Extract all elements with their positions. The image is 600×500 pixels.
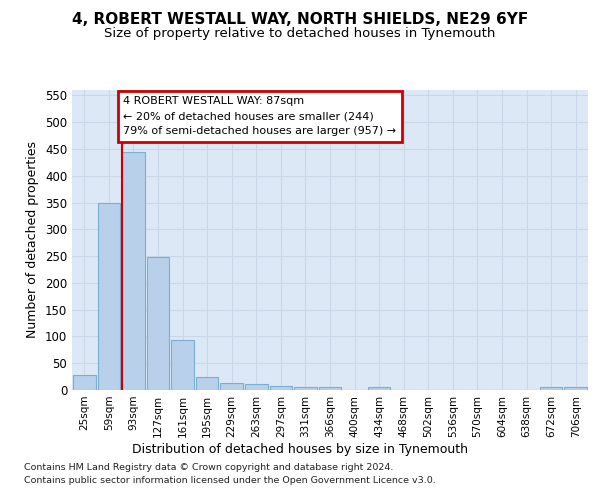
Bar [540,388,562,390]
Bar [245,384,268,390]
Text: Contains HM Land Registry data © Crown copyright and database right 2024.: Contains HM Land Registry data © Crown c… [24,464,394,472]
Bar [220,382,243,390]
Bar [73,375,95,390]
Bar [319,388,341,390]
Bar [294,387,317,390]
Text: 4, ROBERT WESTALL WAY, NORTH SHIELDS, NE29 6YF: 4, ROBERT WESTALL WAY, NORTH SHIELDS, NE… [72,12,528,28]
Text: Contains public sector information licensed under the Open Government Licence v3: Contains public sector information licen… [24,476,436,485]
Text: Size of property relative to detached houses in Tynemouth: Size of property relative to detached ho… [104,28,496,40]
Bar [368,388,391,390]
Bar [269,386,292,390]
Bar [98,202,120,390]
Y-axis label: Number of detached properties: Number of detached properties [26,142,40,338]
Text: Distribution of detached houses by size in Tynemouth: Distribution of detached houses by size … [132,442,468,456]
Bar [122,152,145,390]
Bar [171,340,194,390]
Bar [146,257,169,390]
Bar [196,376,218,390]
Bar [565,388,587,390]
Text: 4 ROBERT WESTALL WAY: 87sqm
← 20% of detached houses are smaller (244)
79% of se: 4 ROBERT WESTALL WAY: 87sqm ← 20% of det… [124,96,397,136]
